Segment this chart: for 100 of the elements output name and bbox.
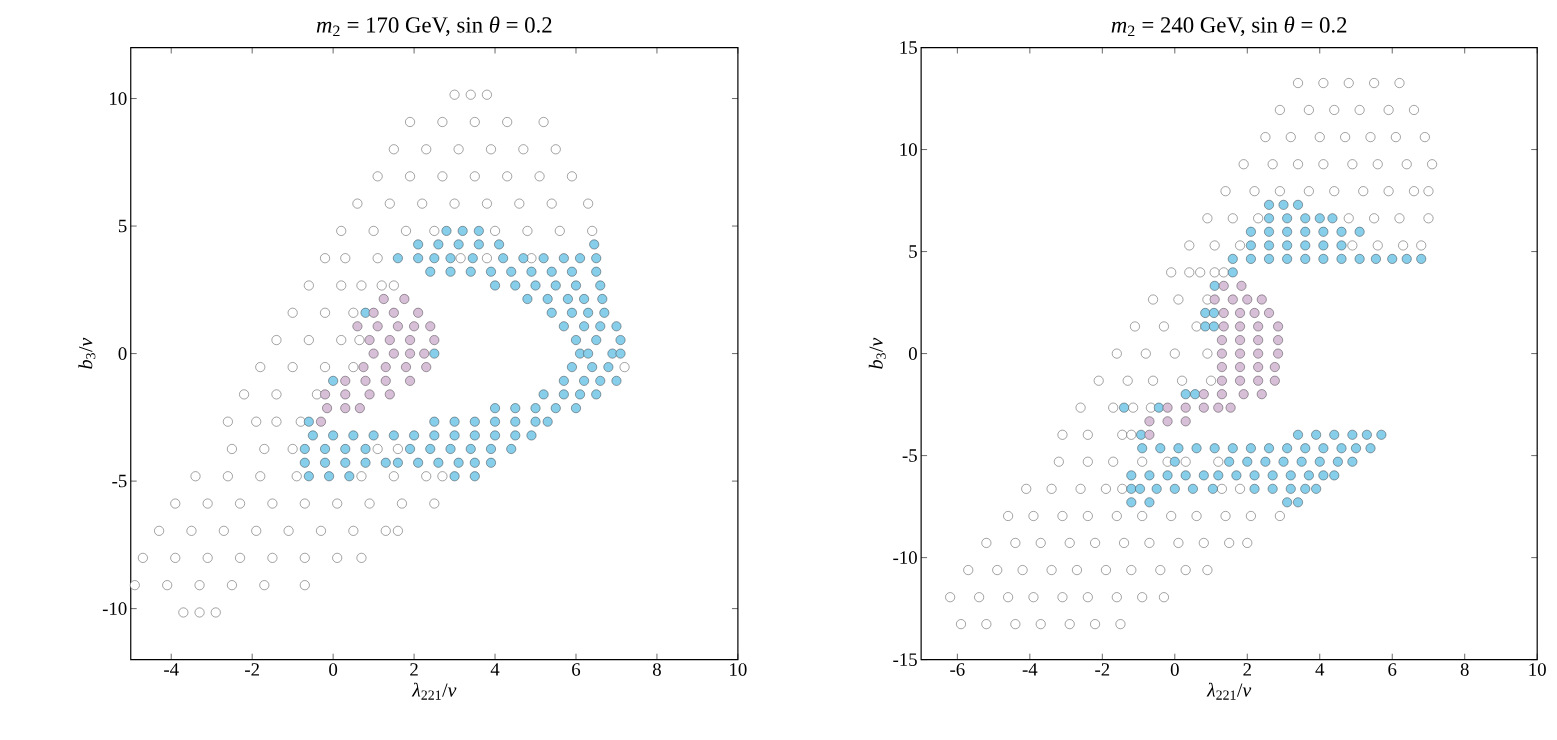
point	[413, 307, 424, 318]
point	[1180, 402, 1191, 413]
x-tick-label: 0	[1170, 663, 1179, 676]
point	[1264, 308, 1274, 318]
point	[1217, 348, 1227, 359]
point	[1162, 402, 1173, 413]
point	[399, 294, 410, 304]
chart-title: m$_{2}$ = 170 GeV, sin θ = 0.2	[316, 16, 552, 37]
x-axis-title: λ$_{221}$/v	[1206, 682, 1252, 700]
point	[380, 376, 391, 386]
point	[409, 321, 419, 332]
point	[393, 321, 403, 332]
y-tick-label: -15	[893, 653, 917, 666]
point	[368, 307, 379, 318]
point	[1225, 402, 1236, 413]
point	[1235, 321, 1245, 332]
x-tick-label: 2	[410, 663, 418, 676]
point	[1235, 362, 1245, 372]
point	[1273, 321, 1283, 332]
point	[401, 362, 411, 373]
point	[1144, 429, 1155, 440]
y-axis-title: b$_{3}$/v	[78, 337, 96, 369]
x-tick-label: -2	[1095, 663, 1110, 676]
point	[1269, 375, 1280, 386]
point	[1249, 308, 1260, 318]
y-tick-label: -5	[112, 474, 127, 488]
point	[425, 321, 436, 332]
point	[1217, 389, 1227, 400]
point	[352, 321, 363, 332]
point	[378, 294, 389, 304]
point	[360, 376, 371, 386]
point	[1253, 335, 1264, 346]
x-tick-label: 10	[730, 663, 747, 676]
point	[1253, 348, 1264, 359]
y-tick-label: 10	[900, 143, 917, 156]
point	[320, 389, 330, 400]
x-tick-label: 4	[490, 663, 500, 676]
point	[421, 362, 432, 373]
y-tick-label: 5	[909, 245, 917, 258]
point	[1269, 362, 1280, 372]
y-tick-label: 5	[118, 219, 127, 233]
point	[1256, 389, 1267, 400]
point	[364, 389, 375, 400]
point	[372, 321, 383, 332]
point	[1236, 281, 1247, 291]
point	[384, 389, 395, 400]
point	[405, 376, 415, 386]
y-tick-label: -5	[902, 449, 917, 462]
x-tick-label: 6	[1388, 663, 1397, 676]
point	[1209, 294, 1220, 305]
point	[1242, 294, 1253, 305]
point	[384, 335, 395, 346]
x-tick-label: 6	[572, 663, 581, 676]
chart-title: m$_{2}$ = 240 GeV, sin θ = 0.2	[1111, 16, 1347, 37]
x-tick-label: 8	[1460, 663, 1469, 676]
y-tick-label: -10	[102, 602, 127, 616]
y-tick-label: 0	[118, 347, 127, 360]
point	[1235, 348, 1245, 359]
x-tick-label: 0	[329, 663, 338, 676]
point	[1253, 362, 1264, 372]
point	[1227, 294, 1238, 305]
y-tick-label: 0	[908, 347, 917, 360]
point	[1238, 389, 1249, 400]
point	[1235, 375, 1245, 386]
point	[1217, 335, 1227, 346]
point	[1213, 402, 1224, 413]
x-axis-title: λ$_{221}$/v	[411, 682, 457, 700]
point	[1218, 308, 1229, 318]
point	[1217, 375, 1227, 386]
point	[1235, 335, 1245, 346]
point	[354, 403, 365, 414]
point	[1273, 348, 1283, 359]
x-tick-label: -4	[164, 663, 179, 676]
point	[388, 348, 399, 359]
point	[405, 348, 415, 359]
point	[364, 335, 375, 346]
y-tick-label: 15	[900, 41, 917, 54]
y-tick-label: -10	[893, 551, 917, 565]
point	[1256, 294, 1267, 305]
point	[1217, 362, 1227, 372]
x-tick-label: -6	[950, 663, 965, 676]
y-axis-title: b$_{3}$/v	[868, 337, 886, 369]
point	[380, 362, 391, 373]
x-tick-label: 8	[652, 663, 661, 676]
point	[1180, 416, 1191, 427]
point	[419, 348, 430, 359]
point	[340, 376, 351, 386]
point	[368, 348, 379, 359]
x-tick-label: 2	[1243, 663, 1251, 676]
x-tick-label: 10	[1529, 663, 1546, 676]
point	[1273, 335, 1283, 346]
point	[1144, 416, 1155, 427]
point	[405, 335, 415, 346]
y-tick-label: 10	[110, 92, 127, 105]
point	[1218, 321, 1229, 332]
x-tick-label: -4	[1022, 663, 1038, 676]
point	[340, 403, 351, 414]
point	[1253, 375, 1264, 386]
x-tick-label: -2	[245, 663, 259, 676]
point	[1162, 416, 1173, 427]
